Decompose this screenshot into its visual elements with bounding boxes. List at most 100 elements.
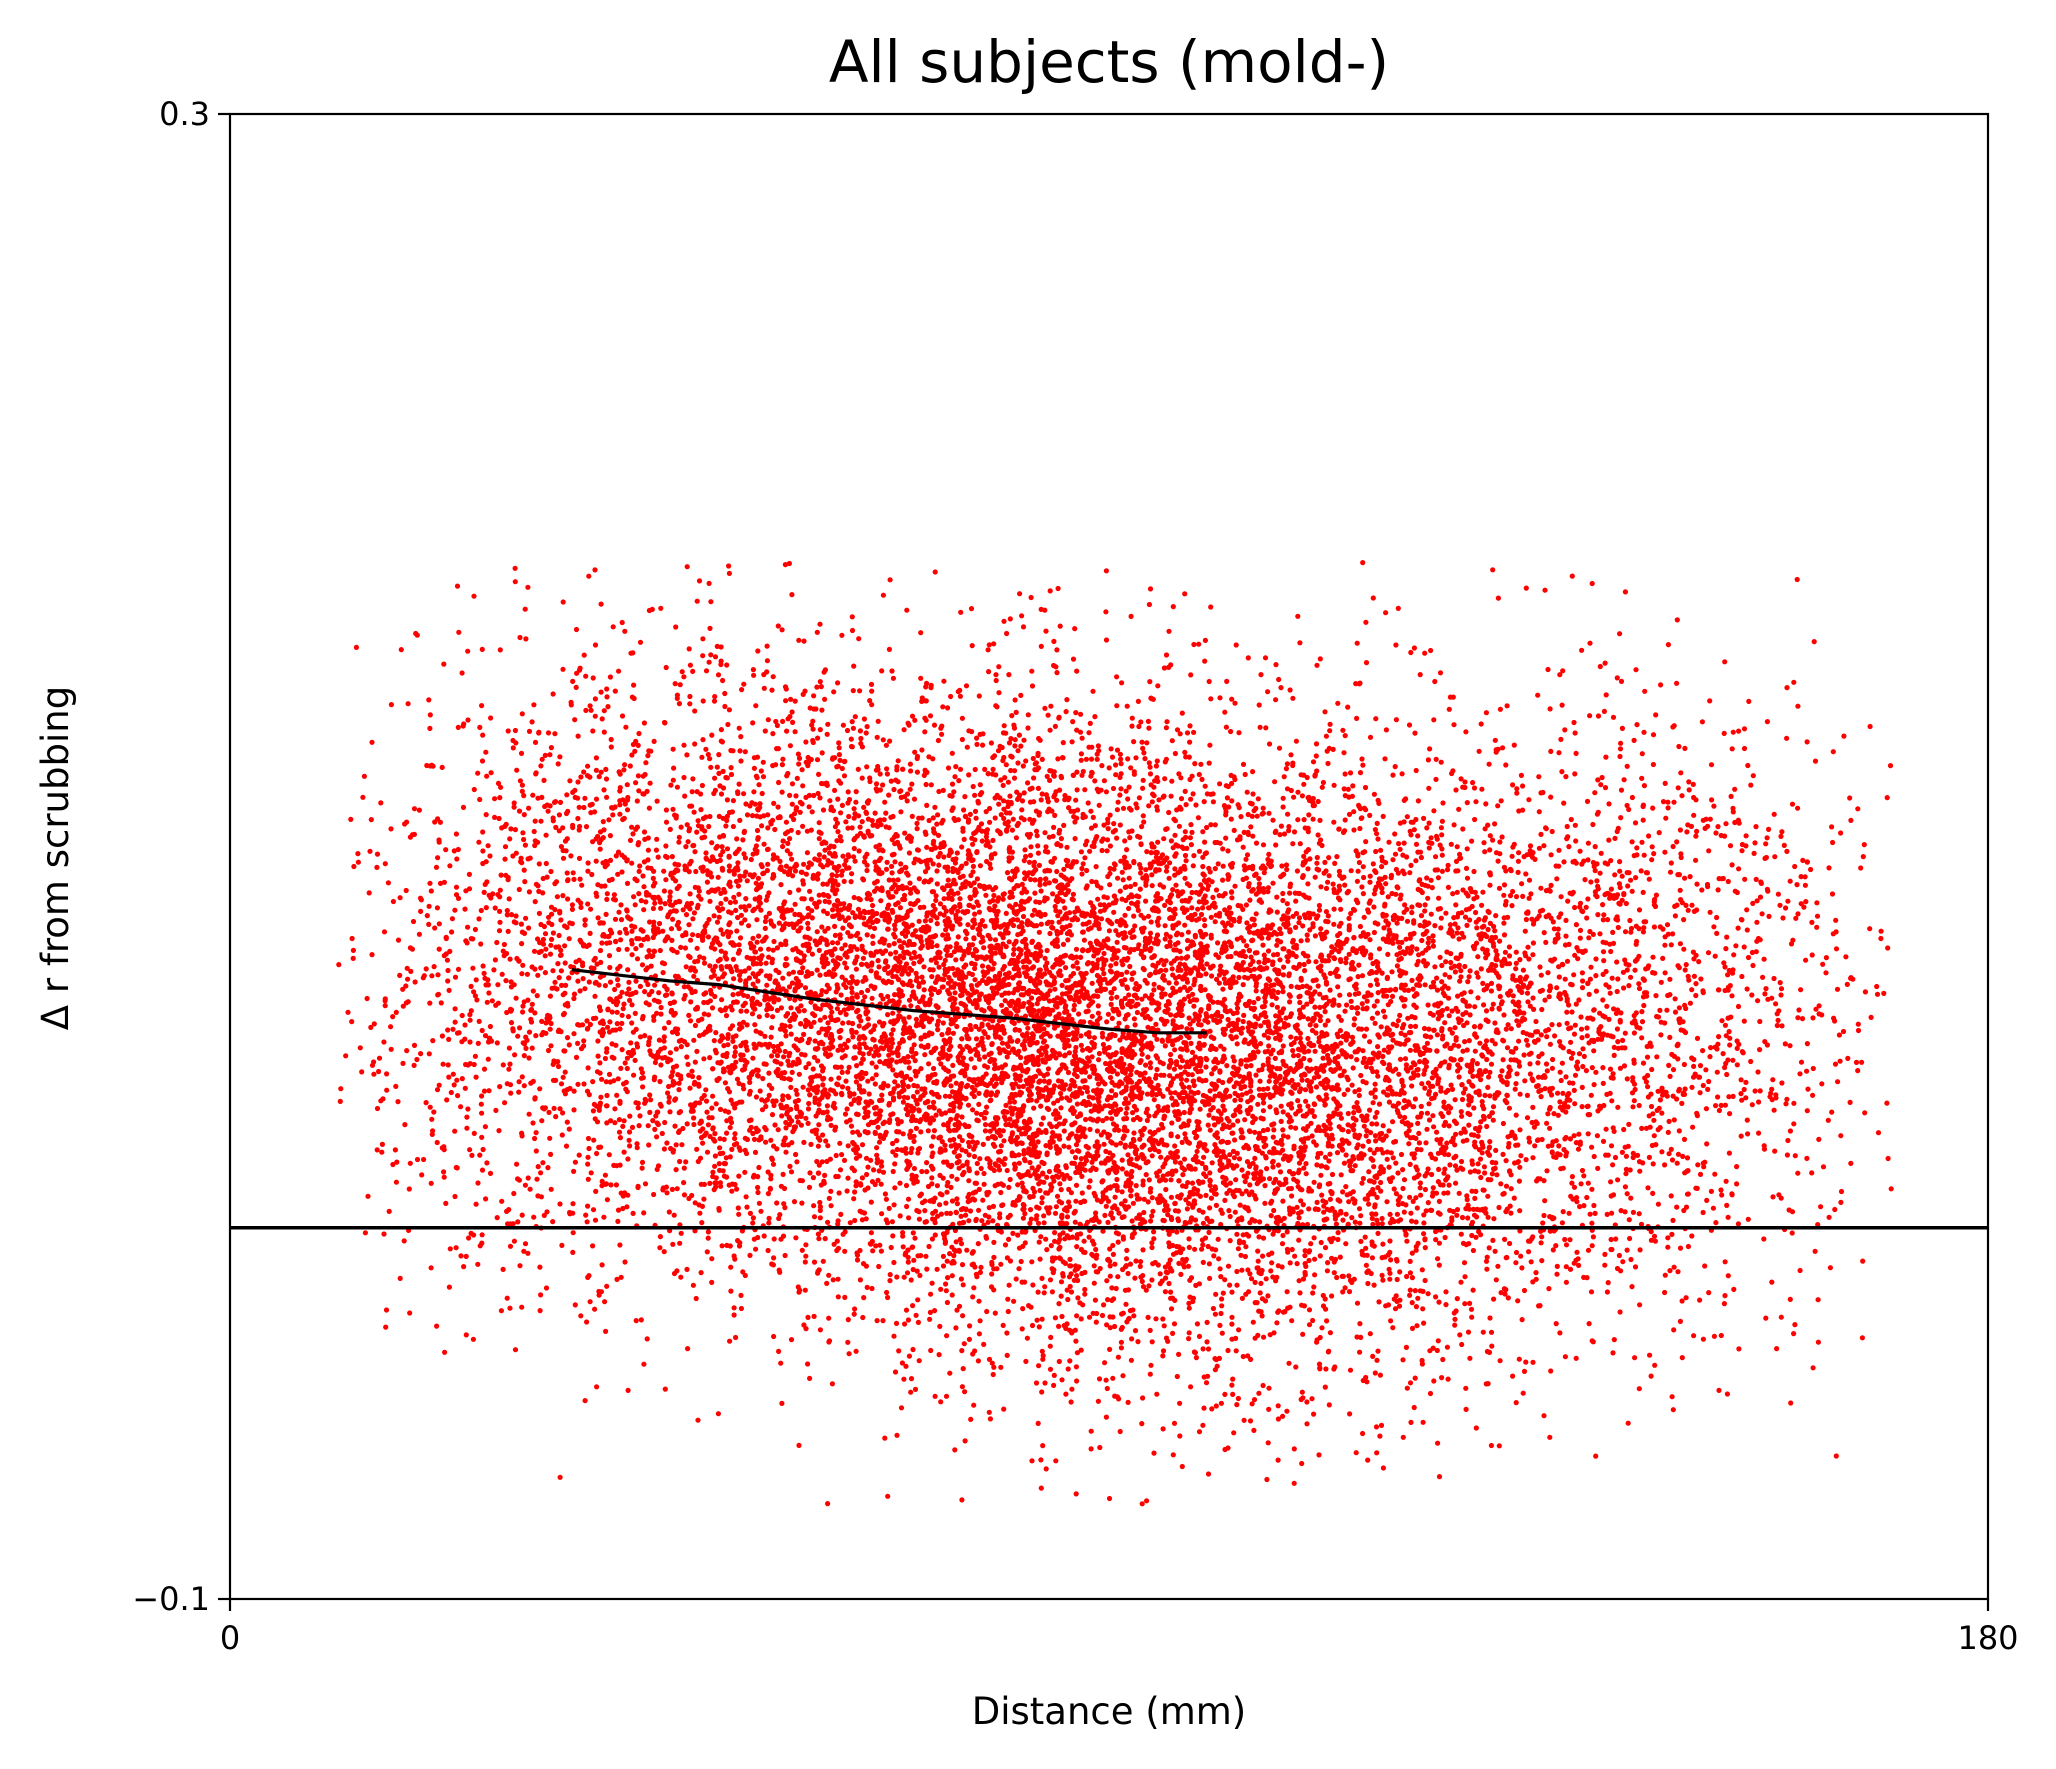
scatter-point — [1261, 870, 1267, 876]
scatter-point — [1153, 1316, 1159, 1322]
scatter-point — [974, 876, 981, 882]
scatter-point — [1428, 647, 1434, 654]
scatter-point — [494, 1040, 500, 1046]
scatter-point — [1447, 1162, 1453, 1168]
scatter-point — [1760, 974, 1766, 980]
scatter-point — [1087, 848, 1093, 854]
scatter-point — [1367, 937, 1373, 943]
scatter-point — [418, 1051, 424, 1057]
scatter-point — [997, 1211, 1003, 1217]
scatter-point — [1129, 723, 1135, 729]
scatter-point — [392, 1147, 398, 1153]
scatter-point — [1331, 1270, 1337, 1276]
scatter-point — [733, 907, 739, 914]
scatter-point — [1094, 756, 1100, 762]
scatter-point — [1855, 1021, 1861, 1027]
scatter-point — [1110, 1242, 1116, 1249]
scatter-point — [715, 672, 722, 678]
scatter-point — [1140, 965, 1146, 972]
scatter-point — [1126, 992, 1132, 998]
scatter-point — [908, 768, 914, 774]
scatter-point — [824, 1280, 830, 1286]
scatter-point — [1161, 962, 1167, 968]
scatter-point — [954, 1023, 960, 1030]
scatter-point — [617, 788, 623, 794]
scatter-point — [1519, 1265, 1525, 1271]
scatter-point — [1208, 604, 1214, 610]
scatter-point — [1706, 848, 1712, 854]
scatter-point — [1211, 1122, 1218, 1128]
scatter-point — [1433, 854, 1439, 860]
scatter-point — [911, 796, 918, 802]
scatter-point — [1356, 1087, 1362, 1093]
scatter-point — [1664, 922, 1671, 928]
scatter-point — [548, 904, 555, 910]
scatter-point — [953, 764, 959, 770]
scatter-point — [1424, 825, 1430, 831]
scatter-point — [1379, 1221, 1385, 1227]
scatter-point — [1207, 1205, 1213, 1211]
scatter-point — [1756, 1130, 1762, 1136]
scatter-point — [1175, 1134, 1181, 1140]
scatter-point — [774, 855, 780, 861]
scatter-point — [604, 1283, 610, 1289]
scatter-point — [1003, 1102, 1009, 1108]
scatter-point — [1735, 925, 1741, 931]
scatter-point — [980, 731, 986, 737]
scatter-point — [857, 1277, 864, 1283]
scatter-point — [1600, 1065, 1606, 1071]
scatter-point — [1718, 1187, 1724, 1193]
scatter-point — [1119, 869, 1125, 875]
scatter-point — [1372, 1370, 1378, 1376]
scatter-point — [503, 978, 509, 984]
scatter-point — [1103, 637, 1110, 643]
scatter-point — [954, 1201, 961, 1207]
scatter-point — [1272, 1055, 1278, 1061]
scatter-point — [816, 836, 822, 842]
scatter-point — [1020, 763, 1026, 769]
scatter-point — [1525, 944, 1531, 950]
scatter-point — [1628, 974, 1634, 980]
scatter-point — [1184, 1206, 1190, 1212]
scatter-point — [1408, 1210, 1414, 1216]
scatter-point — [1128, 765, 1134, 771]
scatter-point — [1054, 670, 1060, 676]
scatter-point — [1331, 819, 1337, 825]
scatter-point — [1220, 1174, 1226, 1180]
scatter-point — [1189, 889, 1195, 896]
scatter-point — [1261, 952, 1267, 958]
scatter-point — [789, 709, 795, 715]
scatter-point — [1619, 725, 1625, 732]
scatter-point — [1481, 1164, 1487, 1170]
scatter-point — [1000, 1128, 1006, 1134]
scatter-point — [1370, 1100, 1376, 1106]
scatter-point — [1761, 1236, 1767, 1242]
scatter-point — [666, 1094, 672, 1101]
scatter-point — [538, 1292, 544, 1298]
scatter-point — [1587, 640, 1593, 646]
scatter-point — [952, 990, 958, 996]
scatter-point — [1168, 1051, 1174, 1058]
scatter-point — [991, 1254, 997, 1260]
scatter-point — [992, 903, 998, 909]
scatter-point — [1149, 1240, 1155, 1246]
scatter-point — [817, 1215, 823, 1221]
scatter-point — [355, 859, 361, 865]
scatter-point — [573, 626, 580, 633]
scatter-point — [1064, 1287, 1070, 1293]
scatter-point — [1385, 951, 1391, 958]
scatter-point — [1375, 1230, 1381, 1236]
scatter-point — [1036, 1324, 1042, 1330]
scatter-point — [641, 907, 647, 913]
scatter-point — [1670, 843, 1676, 850]
scatter-point — [1299, 1460, 1305, 1467]
scatter-point — [1398, 1030, 1404, 1036]
scatter-point — [1029, 1165, 1035, 1171]
scatter-point — [511, 1190, 517, 1197]
scatter-point — [667, 902, 674, 908]
scatter-point — [1266, 1385, 1272, 1391]
scatter-point — [793, 1235, 799, 1241]
scatter-point — [872, 1130, 878, 1136]
scatter-point — [1415, 849, 1421, 855]
scatter-point — [880, 1318, 886, 1324]
